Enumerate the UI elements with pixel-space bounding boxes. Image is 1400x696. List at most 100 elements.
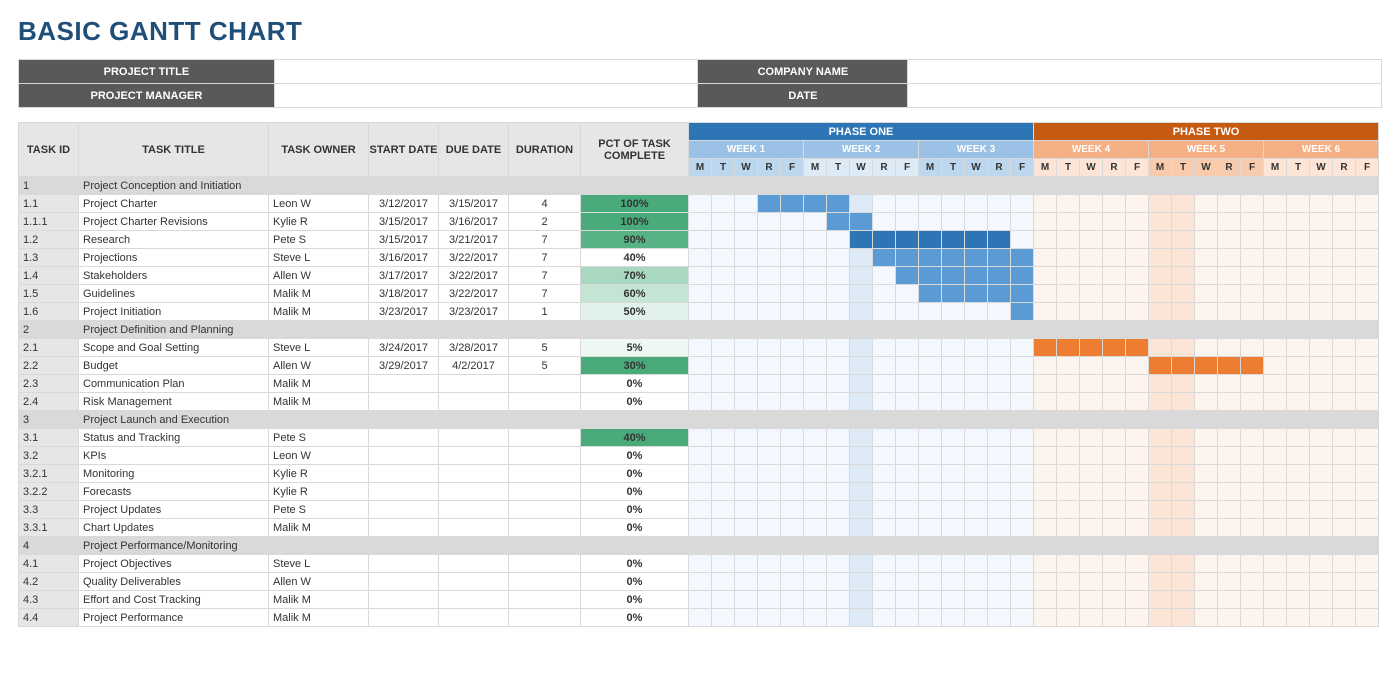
timeline-cell bbox=[712, 303, 735, 321]
timeline-cell bbox=[873, 213, 896, 231]
timeline-cell bbox=[942, 393, 965, 411]
cell-pct-complete: 0% bbox=[581, 393, 689, 411]
timeline-cell bbox=[988, 375, 1011, 393]
timeline-cell bbox=[1218, 519, 1241, 537]
timeline-cell bbox=[1057, 339, 1080, 357]
timeline-cell bbox=[1264, 195, 1287, 213]
timeline-cell bbox=[781, 447, 804, 465]
task-row: 2.3Communication PlanMalik M0% bbox=[19, 375, 1379, 393]
timeline-cell bbox=[1333, 285, 1356, 303]
cell-pct-complete bbox=[581, 321, 689, 339]
timeline-cell bbox=[1310, 303, 1333, 321]
timeline-cell bbox=[1356, 465, 1379, 483]
timeline-cell bbox=[850, 339, 873, 357]
day-header: W bbox=[735, 159, 758, 177]
timeline-cell bbox=[804, 429, 827, 447]
cell-task-title: Monitoring bbox=[79, 465, 269, 483]
timeline-cell bbox=[1057, 483, 1080, 501]
timeline-cell bbox=[1103, 249, 1126, 267]
task-row: 2.1Scope and Goal SettingSteve L3/24/201… bbox=[19, 339, 1379, 357]
cell-duration: 7 bbox=[509, 249, 581, 267]
section-row: 4Project Performance/Monitoring bbox=[19, 537, 1379, 555]
meta-date-value[interactable] bbox=[908, 84, 1382, 108]
cell-duration: 7 bbox=[509, 267, 581, 285]
cell-task-id: 4.3 bbox=[19, 591, 79, 609]
timeline-cell bbox=[689, 501, 712, 519]
timeline-cell bbox=[1195, 555, 1218, 573]
meta-company-name-value[interactable] bbox=[908, 60, 1382, 84]
cell-start-date bbox=[369, 447, 439, 465]
timeline-cell bbox=[1287, 213, 1310, 231]
timeline-cell bbox=[1241, 447, 1264, 465]
cell-task-title: Scope and Goal Setting bbox=[79, 339, 269, 357]
timeline-cell bbox=[1034, 483, 1057, 501]
timeline-cell bbox=[850, 519, 873, 537]
timeline-cell bbox=[1333, 519, 1356, 537]
cell-start-date bbox=[369, 501, 439, 519]
timeline-cell bbox=[1356, 285, 1379, 303]
day-header: F bbox=[1011, 159, 1034, 177]
timeline-cell bbox=[850, 465, 873, 483]
day-header: T bbox=[1172, 159, 1195, 177]
timeline-cell bbox=[1172, 519, 1195, 537]
task-row: 1.4StakeholdersAllen W3/17/20173/22/2017… bbox=[19, 267, 1379, 285]
timeline-cell bbox=[804, 195, 827, 213]
timeline-cell bbox=[1126, 483, 1149, 501]
timeline-cell bbox=[781, 429, 804, 447]
cell-pct-complete: 90% bbox=[581, 231, 689, 249]
cell-task-id: 3.2.2 bbox=[19, 483, 79, 501]
timeline-cell bbox=[1264, 213, 1287, 231]
timeline-cell bbox=[827, 447, 850, 465]
task-row: 1.6Project InitiationMalik M3/23/20173/2… bbox=[19, 303, 1379, 321]
timeline-cell bbox=[1103, 429, 1126, 447]
cell-duration: 4 bbox=[509, 195, 581, 213]
timeline-cell bbox=[781, 393, 804, 411]
timeline-cell bbox=[1103, 285, 1126, 303]
timeline-cell bbox=[873, 267, 896, 285]
timeline-cell bbox=[1103, 483, 1126, 501]
cell-duration: 7 bbox=[509, 231, 581, 249]
timeline-cell bbox=[758, 465, 781, 483]
timeline-cell bbox=[1126, 375, 1149, 393]
task-row: 1.1.1Project Charter RevisionsKylie R3/1… bbox=[19, 213, 1379, 231]
timeline-cell bbox=[965, 465, 988, 483]
timeline-cell bbox=[1287, 357, 1310, 375]
timeline-cell bbox=[1080, 591, 1103, 609]
timeline-cell bbox=[1011, 195, 1034, 213]
cell-start-date bbox=[369, 465, 439, 483]
timeline-cell bbox=[1149, 249, 1172, 267]
timeline-cell bbox=[1356, 429, 1379, 447]
cell-pct-complete: 100% bbox=[581, 213, 689, 231]
meta-project-manager-value[interactable] bbox=[274, 84, 698, 108]
timeline-cell bbox=[1241, 375, 1264, 393]
timeline-cell bbox=[1195, 375, 1218, 393]
week-header: WEEK 3 bbox=[919, 141, 1034, 159]
meta-project-title-value[interactable] bbox=[274, 60, 698, 84]
cell-task-id: 3.2.1 bbox=[19, 465, 79, 483]
timeline-cell bbox=[1057, 573, 1080, 591]
timeline-cell bbox=[1356, 519, 1379, 537]
timeline-cell bbox=[1356, 195, 1379, 213]
timeline-cell bbox=[1080, 483, 1103, 501]
timeline-cell bbox=[804, 465, 827, 483]
timeline-cell bbox=[689, 195, 712, 213]
timeline-cell bbox=[1080, 285, 1103, 303]
cell-duration: 2 bbox=[509, 213, 581, 231]
timeline-cell bbox=[1172, 213, 1195, 231]
timeline-cell bbox=[1241, 213, 1264, 231]
timeline-cell bbox=[1241, 591, 1264, 609]
timeline-cell bbox=[1103, 519, 1126, 537]
week-header: WEEK 1 bbox=[689, 141, 804, 159]
timeline-cell bbox=[804, 483, 827, 501]
timeline-cell bbox=[965, 429, 988, 447]
cell-due-date bbox=[439, 555, 509, 573]
timeline-cell bbox=[919, 249, 942, 267]
timeline-cell bbox=[1149, 555, 1172, 573]
timeline-cell bbox=[873, 285, 896, 303]
week-header: WEEK 2 bbox=[804, 141, 919, 159]
timeline-cell bbox=[689, 519, 712, 537]
timeline-cell bbox=[965, 555, 988, 573]
page-title: BASIC GANTT CHART bbox=[18, 16, 1382, 47]
cell-pct-complete: 5% bbox=[581, 339, 689, 357]
timeline-cell bbox=[735, 465, 758, 483]
